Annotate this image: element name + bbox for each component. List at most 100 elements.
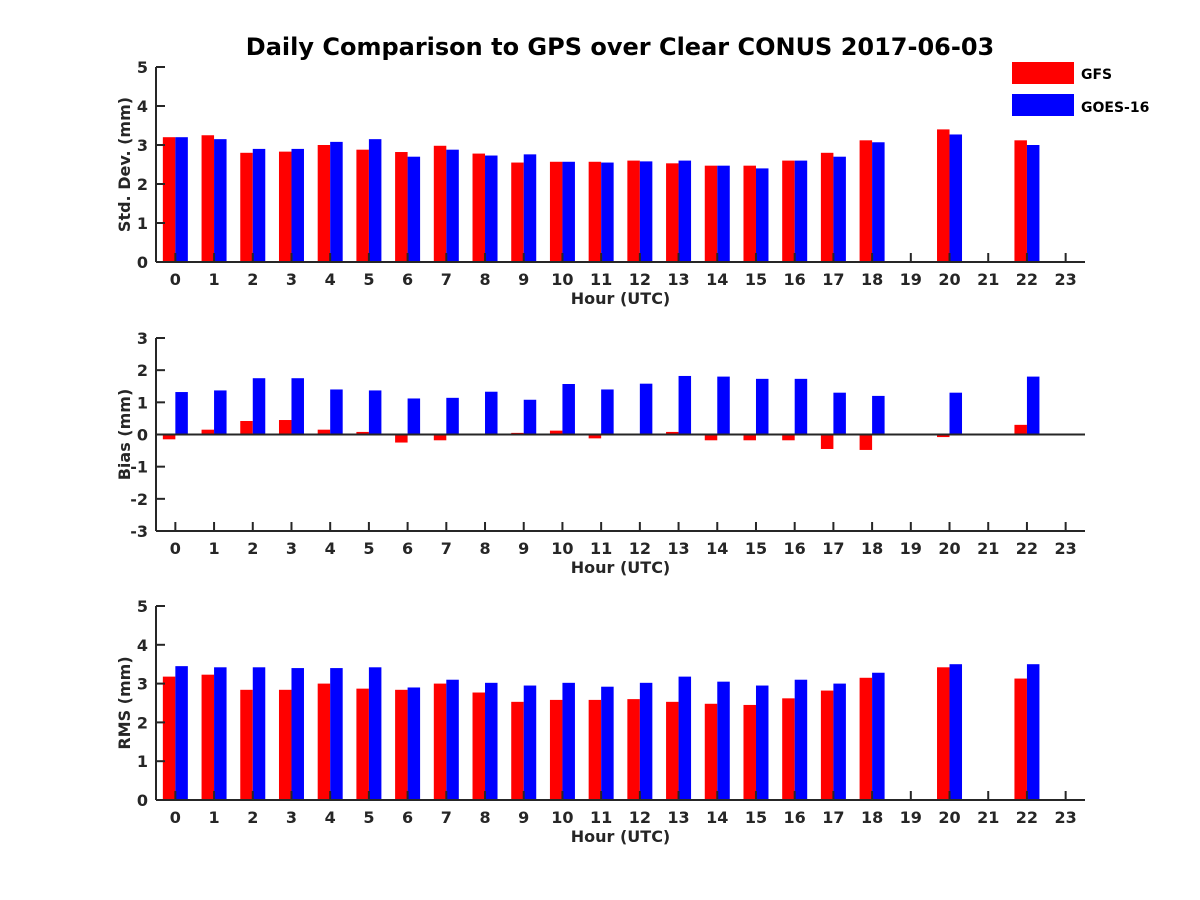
xtick-label-rms-23: 23 xyxy=(1055,808,1077,827)
bar-rms-goes16-hour-18 xyxy=(872,672,885,800)
bar-stddev-gfs-hour-20 xyxy=(937,129,950,262)
bar-rms-gfs-hour-20 xyxy=(937,667,950,800)
xtick-label-bias-10: 10 xyxy=(551,539,573,558)
bar-bias-goes16-hour-15 xyxy=(755,378,769,435)
bar-bias-gfs-hour-10 xyxy=(549,430,563,435)
bar-stddev-gfs-hour-13 xyxy=(666,163,679,262)
xtick-label-stddev-22: 22 xyxy=(1016,270,1038,289)
bar-stddev-gfs-hour-3 xyxy=(278,151,292,262)
xtick-label-stddev-21: 21 xyxy=(977,270,999,289)
xtick-label-rms-20: 20 xyxy=(938,808,960,827)
bar-stddev-goes16-hour-18 xyxy=(872,142,885,262)
bar-bias-goes16-hour-4 xyxy=(330,389,343,435)
legend-swatch-goes16 xyxy=(1012,94,1074,116)
xtick-label-bias-5: 5 xyxy=(363,539,374,558)
ytick-label-bias-5: 2 xyxy=(137,361,148,380)
bar-stddev-goes16-hour-10 xyxy=(562,161,575,262)
bar-bias-gfs-hour-17 xyxy=(820,434,834,449)
xtick-label-bias-21: 21 xyxy=(977,539,999,558)
bar-stddev-goes16-hour-2 xyxy=(252,148,266,262)
xtick-label-bias-7: 7 xyxy=(441,539,452,558)
bar-rms-goes16-hour-15 xyxy=(755,685,769,800)
bar-stddev-gfs-hour-17 xyxy=(820,152,834,262)
bar-stddev-gfs-hour-15 xyxy=(743,165,756,262)
bar-stddev-goes16-hour-0 xyxy=(175,137,188,262)
ytick-label-bias-2: -1 xyxy=(130,458,148,477)
ytick-label-rms-5: 5 xyxy=(137,597,148,616)
xtick-label-rms-22: 22 xyxy=(1016,808,1038,827)
bar-bias-goes16-hour-20 xyxy=(949,392,963,435)
bar-bias-goes16-hour-7 xyxy=(446,397,459,435)
bar-rms-gfs-hour-10 xyxy=(549,699,563,800)
bar-stddev-gfs-hour-1 xyxy=(201,135,215,262)
bar-stddev-gfs-hour-10 xyxy=(549,161,563,262)
xtick-label-stddev-15: 15 xyxy=(745,270,767,289)
xtick-label-rms-11: 11 xyxy=(590,808,612,827)
xtick-label-stddev-23: 23 xyxy=(1055,270,1077,289)
xtick-label-rms-13: 13 xyxy=(667,808,689,827)
xtick-label-stddev-6: 6 xyxy=(402,270,413,289)
xtick-label-rms-4: 4 xyxy=(325,808,336,827)
xtick-label-rms-0: 0 xyxy=(170,808,181,827)
xtick-label-rms-15: 15 xyxy=(745,808,767,827)
bar-stddev-gfs-hour-2 xyxy=(240,152,253,262)
xtick-label-stddev-1: 1 xyxy=(208,270,219,289)
xlabel-bias: Hour (UTC) xyxy=(571,558,671,577)
bar-stddev-gfs-hour-12 xyxy=(627,160,640,262)
bar-rms-goes16-hour-2 xyxy=(252,667,266,800)
bar-bias-goes16-hour-22 xyxy=(1026,376,1040,435)
bar-bias-goes16-hour-14 xyxy=(717,376,730,435)
xtick-label-bias-19: 19 xyxy=(900,539,922,558)
bar-bias-goes16-hour-12 xyxy=(639,383,653,435)
bar-rms-gfs-hour-8 xyxy=(472,692,486,800)
bar-stddev-gfs-hour-14 xyxy=(704,165,718,262)
xtick-label-stddev-19: 19 xyxy=(900,270,922,289)
bar-rms-gfs-hour-6 xyxy=(395,689,408,800)
legend: GFS GOES-16 xyxy=(1012,62,1149,116)
bar-bias-gfs-hour-18 xyxy=(859,434,873,450)
xtick-label-rms-17: 17 xyxy=(822,808,844,827)
bar-rms-goes16-hour-4 xyxy=(330,668,343,800)
ytick-label-stddev-2: 2 xyxy=(137,175,148,194)
bar-rms-gfs-hour-14 xyxy=(704,703,718,800)
bar-bias-goes16-hour-16 xyxy=(794,378,808,435)
bar-bias-goes16-hour-0 xyxy=(175,392,188,435)
ytick-label-bias-3: 0 xyxy=(137,426,148,445)
bar-rms-gfs-hour-18 xyxy=(859,677,873,800)
bar-rms-goes16-hour-20 xyxy=(949,664,963,800)
bar-bias-goes16-hour-11 xyxy=(601,389,614,435)
bar-stddev-goes16-hour-20 xyxy=(949,134,963,262)
bar-stddev-gfs-hour-16 xyxy=(782,160,795,262)
bar-rms-goes16-hour-12 xyxy=(639,682,653,800)
xtick-label-bias-15: 15 xyxy=(745,539,767,558)
bar-stddev-goes16-hour-3 xyxy=(291,148,304,262)
bar-stddev-goes16-hour-14 xyxy=(717,165,730,262)
bar-bias-gfs-hour-1 xyxy=(201,429,215,435)
bar-bias-gfs-hour-0 xyxy=(162,434,176,440)
xtick-label-stddev-4: 4 xyxy=(325,270,336,289)
bar-stddev-goes16-hour-6 xyxy=(407,156,421,262)
xtick-label-bias-9: 9 xyxy=(518,539,529,558)
xtick-label-bias-2: 2 xyxy=(247,539,258,558)
bar-stddev-goes16-hour-16 xyxy=(794,160,808,262)
xtick-label-bias-0: 0 xyxy=(170,539,181,558)
bar-stddev-gfs-hour-6 xyxy=(395,152,408,262)
xtick-label-stddev-14: 14 xyxy=(706,270,728,289)
xtick-label-stddev-0: 0 xyxy=(170,270,181,289)
xtick-label-rms-19: 19 xyxy=(900,808,922,827)
ytick-label-bias-1: -2 xyxy=(130,490,148,509)
xtick-label-stddev-18: 18 xyxy=(861,270,883,289)
bar-rms-goes16-hour-13 xyxy=(678,676,692,800)
xtick-label-bias-3: 3 xyxy=(286,539,297,558)
chart-title: Daily Comparison to GPS over Clear CONUS… xyxy=(246,33,994,61)
xtick-label-stddev-3: 3 xyxy=(286,270,297,289)
bar-rms-goes16-hour-17 xyxy=(833,683,846,800)
xtick-label-bias-17: 17 xyxy=(822,539,844,558)
ytick-label-stddev-4: 4 xyxy=(137,97,148,116)
bar-bias-goes16-hour-1 xyxy=(214,390,227,435)
bar-rms-goes16-hour-9 xyxy=(523,685,537,800)
bar-rms-goes16-hour-22 xyxy=(1026,664,1040,800)
legend-label-gfs: GFS xyxy=(1081,67,1112,83)
